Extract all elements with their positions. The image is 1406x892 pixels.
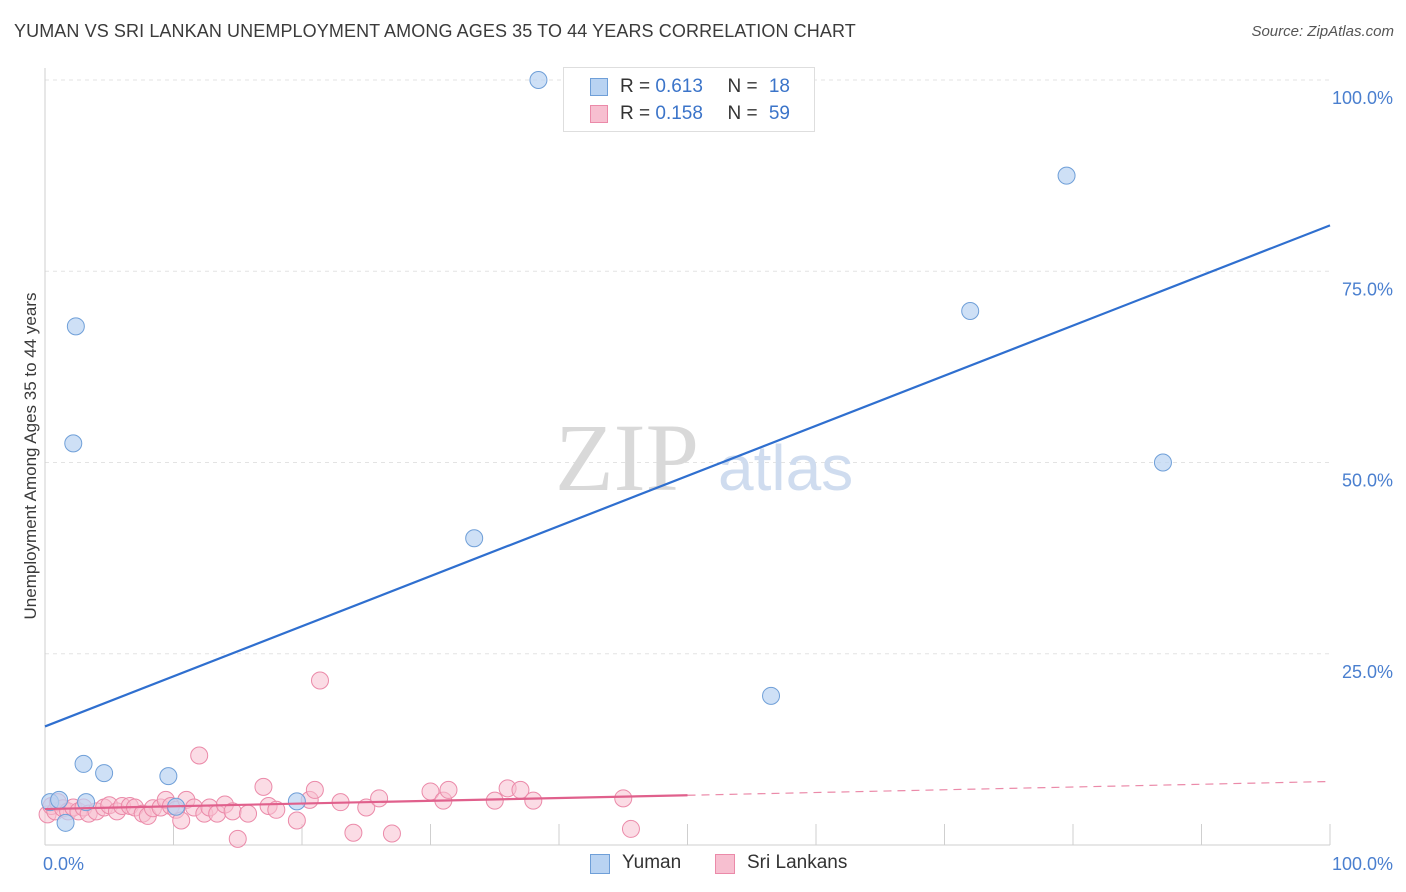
yuman-point-1 [50,790,69,809]
yuman-r-value: 0.613 [655,76,703,97]
yuman-point-2 [56,813,75,832]
yuman-point-5 [74,754,93,773]
y-tick-label-2: 75.0% [1342,279,1393,299]
yuman-point-3 [64,434,83,453]
yuman-n-label: N = [727,76,763,97]
tick-labels: 25.0% 50.0% 75.0% 100.0% 0.0% 100.0% [43,88,1393,874]
srilankans-r-label: R = [620,103,656,124]
srilankan-point-54 [614,789,633,808]
srilankan-point-43 [344,823,363,842]
axes [44,68,1331,846]
yuman-point-12 [529,71,548,89]
yuman-trend-line [44,224,1331,728]
srilankans-swatch [590,105,608,123]
srilankan-point-41 [310,671,329,690]
srilankans-r-value: 0.158 [655,103,703,124]
legend: R = 0.613 N = 18 R = 0.158 N = 59 [563,67,815,132]
yuman-point-15 [1057,166,1076,185]
y-axis-label: Unemployment Among Ages 35 to 44 years [21,292,40,620]
srilankan-point-40 [305,780,324,799]
x-tick-label-min: 0.0% [43,854,84,874]
yuman-point-11 [465,529,484,548]
yuman-point-8 [159,767,178,786]
source-label: Source: ZipAtlas.com [1251,23,1394,40]
bottom-yuman-label: Yuman [622,852,682,873]
srilankan-trend-line [44,794,688,811]
srilankan-point-53 [524,791,543,810]
yuman-swatch [590,78,608,96]
grid-lines [45,79,1330,655]
srilankan-point-46 [382,824,401,843]
srilankan-point-35 [254,777,273,796]
srilankan-points [38,671,640,848]
trend-lines [44,224,1331,811]
srilankan-point-49 [439,780,458,799]
yuman-point-16 [1153,453,1172,472]
y-tick-label-0: 25.0% [1342,662,1393,682]
srilankan-point-33 [228,829,247,848]
watermark-atlas: atlas [718,432,853,504]
srilankan-point-27 [190,746,209,765]
yuman-n-value: 18 [768,76,790,97]
bottom-yuman-swatch [590,854,610,874]
srilankan-point-55 [621,819,640,838]
bottom-srilankans-label: Sri Lankans [747,852,848,873]
srilankan-point-37 [267,800,286,819]
y-tick-label-1: 50.0% [1342,471,1393,491]
yuman-point-4 [66,317,85,336]
srilankan-point-38 [287,811,306,830]
watermark: ZIP atlas [555,404,853,511]
x-tick-label-max: 100.0% [1332,854,1393,874]
yuman-point-7 [95,764,114,783]
yuman-point-14 [961,302,980,321]
y-tick-label-3: 100.0% [1332,88,1393,108]
bottom-srilankans-swatch [715,854,735,874]
chart-title: YUMAN VS SRI LANKAN UNEMPLOYMENT AMONG A… [14,21,856,41]
yuman-point-13 [762,686,781,705]
watermark-zip: ZIP [555,404,699,511]
yuman-point-6 [77,793,96,812]
srilankans-n-label: N = [727,103,763,124]
srilankan-point-34 [239,804,258,823]
yuman-r-label: R = [620,76,656,97]
yuman-point-10 [287,792,306,811]
srilankans-n-value: 59 [768,103,790,124]
srilankan-point-45 [370,789,389,808]
srilankan-trend-line-dashed [687,780,1331,796]
